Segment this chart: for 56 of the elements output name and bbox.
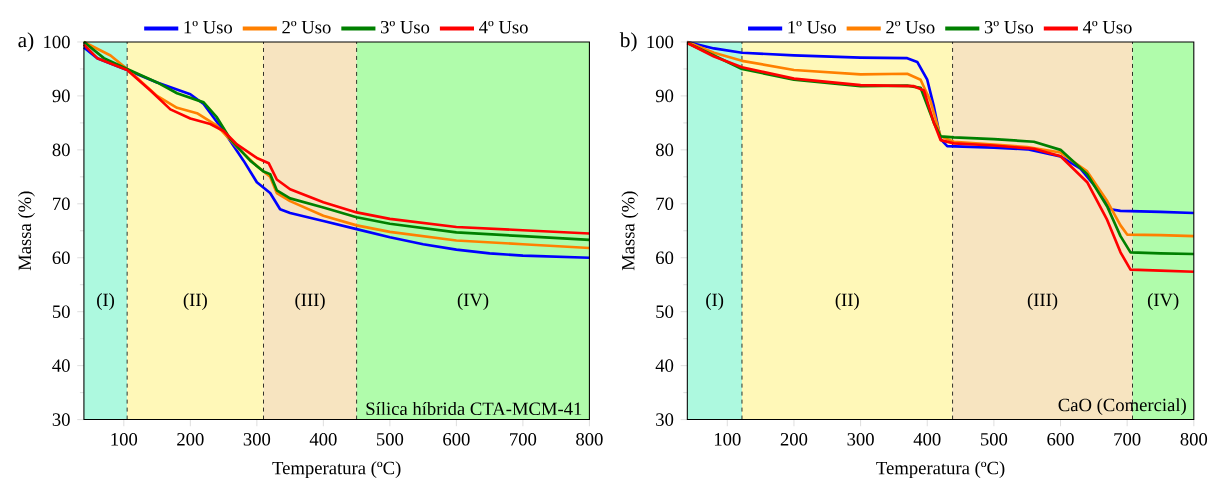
y-tick-label: 40	[52, 359, 70, 373]
band-label: (IV)	[457, 293, 489, 311]
x-tick-label: 100	[714, 433, 741, 446]
y-tick-label: 40	[655, 359, 674, 373]
y-tick-label: 60	[52, 251, 70, 265]
y-tick-label: 70	[53, 197, 70, 211]
y-tick-label: 80	[655, 143, 674, 157]
x-axis-title: Temperatura (ºC)	[876, 461, 1005, 479]
x-tick-label: 200	[780, 433, 808, 446]
x-tick-label: 400	[913, 433, 941, 446]
x-tick-label: 500	[980, 433, 1008, 446]
y-tick-label: 90	[52, 89, 70, 103]
x-tick-label: 200	[177, 433, 204, 446]
y-tick-label: 100	[647, 35, 674, 49]
y-tick-label: 30	[52, 413, 70, 427]
legend-label: 3º Uso	[380, 21, 430, 34]
band-label: (II)	[183, 293, 207, 311]
text: b)	[619, 32, 637, 52]
x-tick-label: 300	[847, 433, 874, 446]
y-axis-title: Massa (%)	[621, 191, 639, 271]
band-label: (III)	[1027, 293, 1058, 311]
x-tick-label: 600	[1047, 433, 1074, 446]
y-tick-label: 100	[44, 35, 70, 49]
y-tick-label: 60	[656, 251, 674, 265]
x-tick-label: 800	[576, 433, 603, 446]
x-tick-label: 100	[111, 433, 138, 446]
x-tick-label: 300	[243, 433, 271, 446]
band-label: (I)	[97, 293, 115, 311]
text: a)	[18, 32, 34, 52]
band-label: (I)	[706, 293, 724, 311]
legend-label: 1º Uso	[184, 21, 233, 34]
x-tick-label: 700	[510, 433, 537, 446]
y-tick-label: 50	[52, 305, 70, 319]
legend-label: 4º Uso	[479, 21, 528, 34]
x-tick-label: 400	[309, 433, 337, 446]
y-tick-label: 90	[655, 89, 674, 103]
x-tick-label: 500	[376, 433, 404, 446]
legend-label: 2º Uso	[282, 21, 331, 34]
y-tick-label: 70	[656, 197, 674, 211]
band-label: (II)	[835, 293, 859, 311]
band-label: (IV)	[1147, 293, 1179, 311]
x-axis-title: Temperatura (ºC)	[272, 461, 401, 479]
annotation: Sílica híbrida CTA-MCM-41	[366, 402, 582, 416]
legend-label: 3º Uso	[984, 21, 1034, 34]
y-tick-label: 80	[52, 143, 70, 157]
legend-label: 4º Uso	[1082, 21, 1132, 34]
legend-label: 2º Uso	[886, 21, 935, 34]
y-axis-title: Massa (%)	[17, 191, 35, 271]
x-tick-label: 800	[1180, 433, 1208, 446]
band-label: (III)	[295, 293, 325, 311]
y-tick-label: 50	[656, 305, 674, 319]
x-tick-label: 700	[1114, 433, 1141, 446]
legend-label: 1º Uso	[788, 21, 836, 34]
x-tick-label: 600	[443, 433, 470, 446]
y-tick-label: 30	[656, 413, 674, 427]
annotation: CaO (Comercial)	[1058, 398, 1186, 416]
